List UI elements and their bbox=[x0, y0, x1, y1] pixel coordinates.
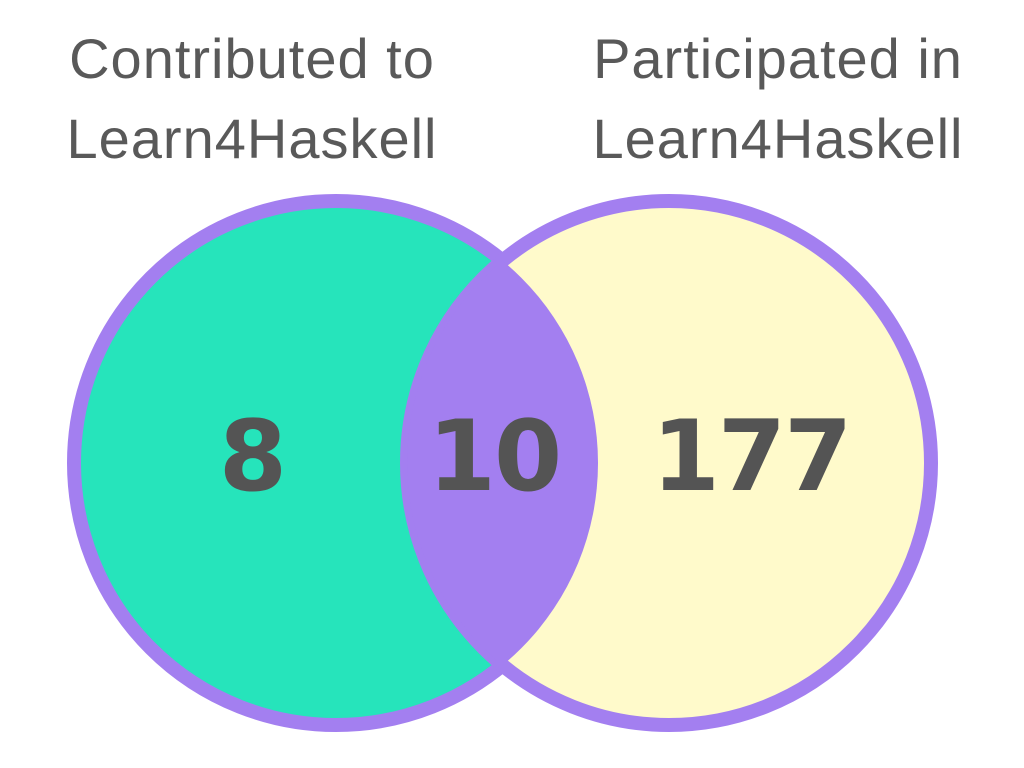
left-only-count: 8 bbox=[219, 400, 285, 514]
right-set-title-line1: Participated in bbox=[593, 27, 963, 90]
right-set-title-line2: Learn4Haskell bbox=[593, 107, 964, 170]
left-set-title-line1: Contributed to bbox=[69, 27, 435, 90]
right-only-count: 177 bbox=[652, 400, 851, 514]
overlap-region bbox=[407, 201, 598, 725]
overlap-count: 10 bbox=[428, 400, 560, 514]
left-set-title-line2: Learn4Haskell bbox=[67, 107, 438, 170]
